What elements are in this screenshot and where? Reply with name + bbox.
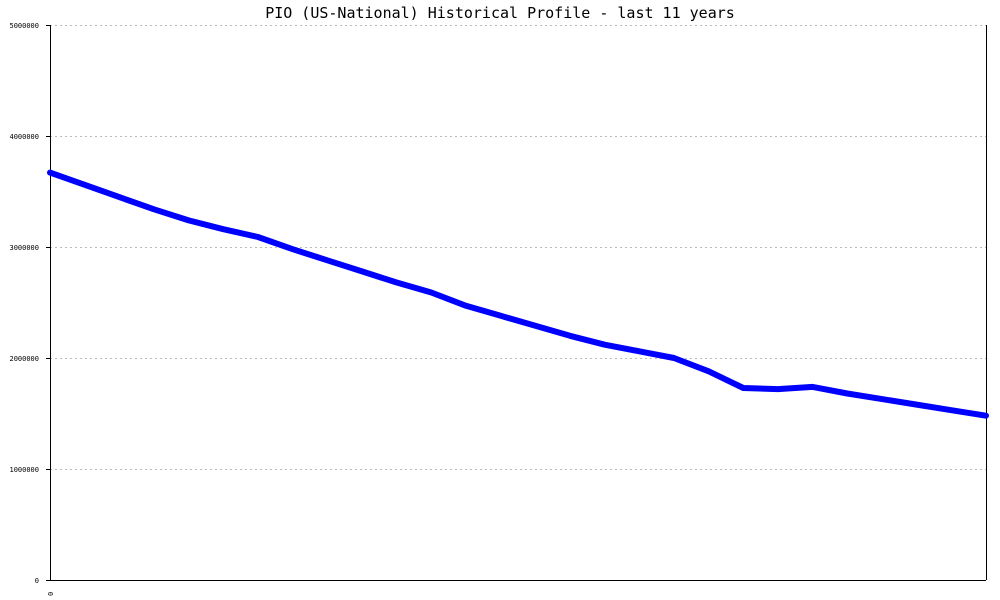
y-tick-label-2: 2000000 (9, 355, 39, 363)
chart-title: PIO (US-National) Historical Profile - l… (265, 4, 735, 22)
y-tick-label-3: 3000000 (9, 244, 39, 252)
x-tick-label-0: 0 (47, 592, 55, 596)
series-line-0 (47, 169, 989, 419)
y-tick-label-5: 5000000 (9, 22, 39, 30)
y-tick-label-0: 0 (35, 577, 39, 585)
y-tick-label-4: 4000000 (9, 133, 39, 141)
y-tick-label-1: 1000000 (9, 466, 39, 474)
